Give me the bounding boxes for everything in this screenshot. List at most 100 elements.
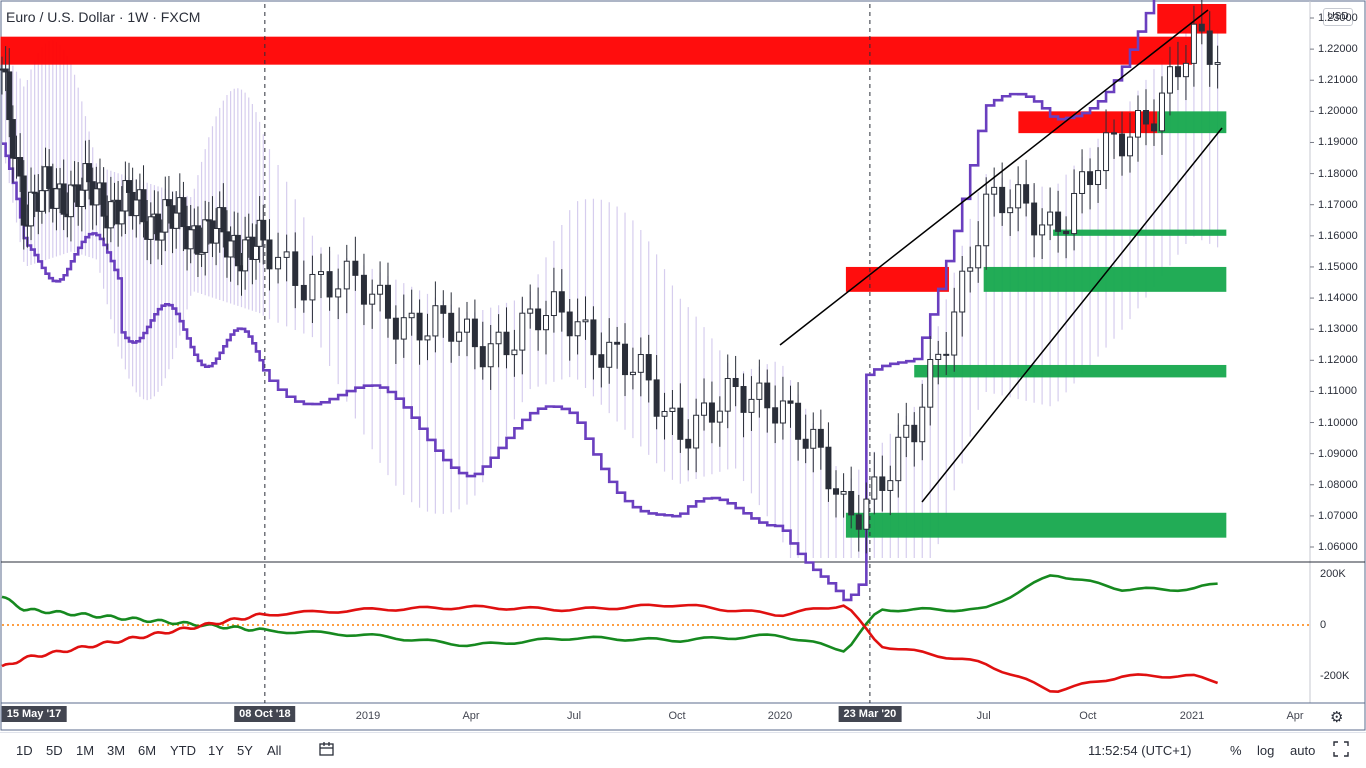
y-tick-label: 1.10000 bbox=[1318, 416, 1358, 429]
percent-toggle[interactable]: % bbox=[1230, 743, 1242, 758]
candle-up bbox=[895, 436, 902, 482]
candle-up bbox=[122, 180, 129, 212]
candle-down bbox=[1174, 66, 1181, 78]
range-5d-button[interactable]: 5D bbox=[46, 743, 63, 758]
candle-down bbox=[833, 488, 840, 495]
candle-up bbox=[519, 312, 526, 351]
candle-up bbox=[147, 216, 154, 240]
candle-up bbox=[1127, 136, 1134, 157]
candle-up bbox=[118, 210, 125, 225]
candle-down bbox=[6, 71, 13, 121]
candle-up bbox=[629, 371, 636, 376]
candle-up bbox=[198, 251, 205, 255]
zone-green-8 bbox=[845, 512, 1227, 538]
candle-down bbox=[825, 446, 832, 490]
candle-down bbox=[416, 312, 423, 341]
candle-down bbox=[1023, 184, 1030, 204]
candle-up bbox=[202, 219, 209, 253]
y-tick-label: 1.13000 bbox=[1318, 323, 1358, 336]
x-tick-label: 2021 bbox=[1179, 710, 1205, 722]
candle-down bbox=[266, 239, 273, 270]
candle-down bbox=[558, 291, 565, 313]
candle-up bbox=[669, 407, 676, 412]
candle-down bbox=[732, 377, 739, 388]
currency-badge[interactable]: USD bbox=[1323, 8, 1353, 26]
range-1m-button[interactable]: 1M bbox=[76, 743, 95, 758]
clock-timezone[interactable]: 11:52:54 (UTC+1) bbox=[1088, 743, 1192, 758]
candle-down bbox=[566, 311, 573, 337]
candle-up bbox=[53, 188, 60, 209]
y-tick-label: 1.14000 bbox=[1318, 292, 1358, 305]
range-ytd-button[interactable]: YTD bbox=[170, 743, 196, 758]
candle-down bbox=[1055, 211, 1062, 232]
candle-down bbox=[220, 207, 227, 233]
candle-up bbox=[318, 271, 325, 275]
candle-down bbox=[622, 343, 629, 376]
candle-down bbox=[879, 476, 886, 491]
candle-up bbox=[275, 256, 282, 270]
candle-down bbox=[300, 284, 307, 301]
candle-up bbox=[863, 498, 870, 530]
candle-down bbox=[1031, 202, 1038, 236]
candle-down bbox=[205, 219, 212, 222]
y-tick-label: 1.09000 bbox=[1318, 447, 1358, 460]
candle-down bbox=[180, 197, 187, 228]
candle-up bbox=[253, 245, 260, 260]
range-3m-button[interactable]: 3M bbox=[107, 743, 126, 758]
y-tick-label: 1.17000 bbox=[1318, 198, 1358, 211]
candle-up bbox=[213, 227, 220, 244]
candle-down bbox=[1087, 171, 1094, 186]
auto-toggle[interactable]: auto bbox=[1290, 743, 1316, 758]
candle-up bbox=[975, 245, 982, 269]
candle-down bbox=[855, 514, 862, 530]
purple-step-line bbox=[2, 0, 1156, 602]
candle-down bbox=[392, 317, 399, 340]
x-highlighted-label: 08 Oct '18 bbox=[234, 706, 296, 722]
candle-down bbox=[155, 213, 162, 241]
candle-up bbox=[951, 311, 958, 356]
y-tick-label: 1.16000 bbox=[1318, 229, 1358, 242]
candle-down bbox=[590, 319, 597, 356]
candle-up bbox=[1039, 224, 1046, 236]
candle-up bbox=[432, 305, 439, 337]
candle-down bbox=[943, 353, 950, 356]
range-1d-button[interactable]: 1D bbox=[16, 743, 33, 758]
y-tick-label: 1.23000 bbox=[1318, 12, 1358, 24]
candle-up bbox=[724, 377, 731, 412]
range-1y-button[interactable]: 1Y bbox=[208, 743, 224, 758]
candle-up bbox=[991, 186, 998, 195]
candle-up bbox=[1182, 62, 1189, 78]
range-all-button[interactable]: All bbox=[267, 743, 282, 758]
log-toggle[interactable]: log bbox=[1257, 743, 1275, 758]
candle-up bbox=[283, 251, 290, 258]
candle-down bbox=[817, 428, 824, 448]
candle-down bbox=[194, 225, 201, 255]
candle-up bbox=[511, 349, 518, 356]
candle-down bbox=[352, 260, 359, 276]
candle-up bbox=[661, 410, 668, 417]
candle-down bbox=[165, 199, 172, 207]
candle-up bbox=[927, 358, 934, 408]
candle-down bbox=[708, 402, 715, 423]
candle-down bbox=[9, 119, 16, 159]
go-to-date-icon[interactable] bbox=[318, 740, 336, 761]
gear-icon[interactable]: ⚙ bbox=[1330, 709, 1344, 726]
candle-up bbox=[173, 212, 180, 229]
candle-up bbox=[133, 199, 140, 217]
fullscreen-icon[interactable] bbox=[1333, 741, 1349, 760]
candle-down bbox=[503, 331, 510, 356]
candle-down bbox=[764, 382, 771, 409]
range-5y-button[interactable]: 5Y bbox=[237, 743, 253, 758]
candle-up bbox=[1007, 207, 1014, 214]
candle-up bbox=[693, 414, 700, 449]
candle-up bbox=[1015, 184, 1022, 209]
y-tick-label: 1.20000 bbox=[1318, 105, 1358, 118]
range-6m-button[interactable]: 6M bbox=[138, 743, 157, 758]
candle-down bbox=[448, 312, 455, 342]
zone-green-4 bbox=[1053, 229, 1227, 236]
zone-green-7 bbox=[914, 364, 1227, 378]
candle-down bbox=[795, 402, 802, 440]
candle-up bbox=[162, 199, 169, 233]
candle-up bbox=[887, 480, 894, 491]
